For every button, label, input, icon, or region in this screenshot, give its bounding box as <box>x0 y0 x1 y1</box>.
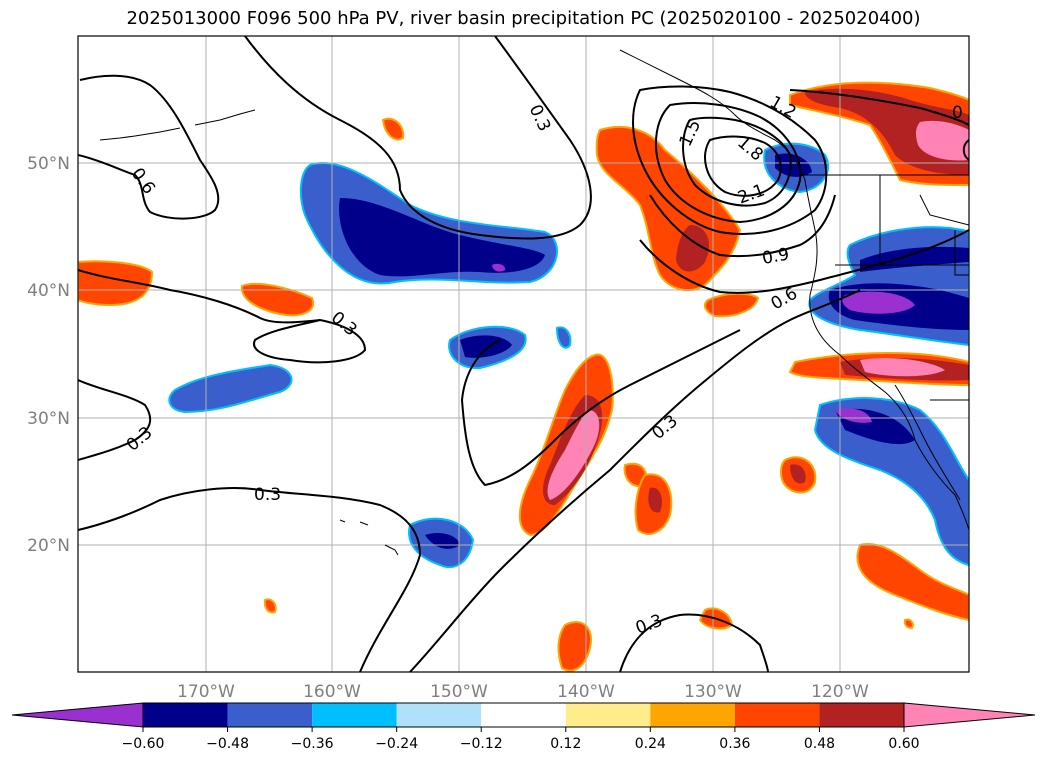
negative-max-california <box>842 291 915 314</box>
contour-east-loop <box>962 139 969 161</box>
lat-label: 30°N <box>27 409 70 429</box>
latitude-labels: 50°N 40°N 30°N 20°N <box>27 154 70 556</box>
colorbar-box <box>143 703 228 727</box>
contour-0-3-south2 <box>78 487 422 672</box>
colorbar-outline <box>142 702 905 728</box>
lat-label: 40°N <box>27 281 70 301</box>
contour-label: 0 <box>952 103 963 123</box>
lat-label: 20°N <box>27 536 70 556</box>
lon-label: 170°W <box>177 682 235 702</box>
positive-max-canada <box>915 120 969 161</box>
longitude-labels: 170°W 160°W 150°W 140°W 130°W 120°W <box>177 682 869 702</box>
colorbar-box <box>734 703 820 727</box>
lon-label: 150°W <box>430 682 488 702</box>
colorbar-box <box>565 703 651 727</box>
contour-0-3-central <box>460 329 741 487</box>
contour-1-8 <box>682 116 792 207</box>
contour-0-6-west <box>78 74 220 220</box>
positive-field-12n-140w <box>557 620 592 672</box>
lon-label: 160°W <box>303 682 361 702</box>
chart-title: 2025013000 F096 500 hPa PV, river basin … <box>126 8 921 29</box>
contour-0-3-south <box>78 379 152 461</box>
negative-max-north-pacific <box>492 263 506 272</box>
positive-core-25n-b <box>648 487 662 513</box>
contour-1-2 <box>632 85 828 235</box>
positive-small-mexico <box>903 618 914 630</box>
contour-label: 0.3 <box>254 485 281 505</box>
positive-field-53n <box>381 117 405 141</box>
colorbar-box <box>312 703 397 727</box>
contour-0-9 <box>649 194 836 258</box>
colorbar-box <box>481 703 566 727</box>
colorbar <box>11 702 1036 728</box>
colorbar-box <box>396 703 482 727</box>
contour-0-6-east <box>639 229 969 294</box>
negative-core-north-pacific <box>339 198 545 277</box>
positive-core-48n-132w <box>676 225 710 272</box>
pv-contours <box>78 36 969 672</box>
positive-field-16n <box>263 598 277 614</box>
contour-0-3-mid <box>78 269 367 364</box>
map-background <box>78 36 969 672</box>
colorbar-tick-label: 0.12 <box>550 736 581 752</box>
positive-field-40n-165w <box>240 282 315 317</box>
negative-core-california-north <box>860 246 969 272</box>
colorbar-box <box>650 703 735 727</box>
colorbar-tick-label: 0.48 <box>804 736 835 752</box>
colorbar-extend-min <box>11 702 144 728</box>
positive-core-25n-125w <box>790 464 806 484</box>
contour-0-3-diagonal <box>409 289 861 672</box>
gridlines <box>78 36 969 672</box>
negative-small-35n <box>555 326 572 349</box>
contour-2-1 <box>704 135 782 197</box>
colorbar-tick-label: 0.36 <box>719 736 750 752</box>
colorbar-tick-label: 0.24 <box>635 736 666 752</box>
contour-label: 0.9 <box>761 245 791 269</box>
lon-label: 120°W <box>811 682 869 702</box>
negative-field-30n <box>168 363 293 414</box>
colorbar-box <box>819 703 904 727</box>
lon-label: 140°W <box>557 682 615 702</box>
colorbar-tick-label: −0.48 <box>206 736 249 752</box>
colorbar-tick-label: −0.12 <box>460 736 503 752</box>
colorbar-tick-label: 0.60 <box>888 736 919 752</box>
colorbar-tick-label: −0.60 <box>122 736 165 752</box>
colorbar-ticks: −0.60 −0.48 −0.36 −0.24 −0.12 0.12 0.24 0.36 0.4… <box>122 727 920 752</box>
colorbar-extend-max <box>903 702 1036 728</box>
positive-max-33n <box>860 358 945 377</box>
negative-field-baja <box>813 397 969 567</box>
lon-label: 130°W <box>684 682 742 702</box>
colorbar-tick-label: −0.36 <box>291 736 334 752</box>
contour-east-top <box>789 89 969 126</box>
contour-0-3-north <box>244 36 592 240</box>
colorbar-tick-label: −0.24 <box>375 736 418 752</box>
contour-1-5 <box>654 102 802 224</box>
positive-field-40n-180 <box>78 260 154 307</box>
positive-field-mexico <box>856 543 969 622</box>
colorbar-box <box>227 703 313 727</box>
negative-max-baja <box>835 408 872 423</box>
lat-label: 50°N <box>27 154 70 174</box>
contour-0-3-bottom <box>619 613 769 672</box>
negative-core-vancouver <box>775 153 812 177</box>
map-frame <box>77 35 970 673</box>
